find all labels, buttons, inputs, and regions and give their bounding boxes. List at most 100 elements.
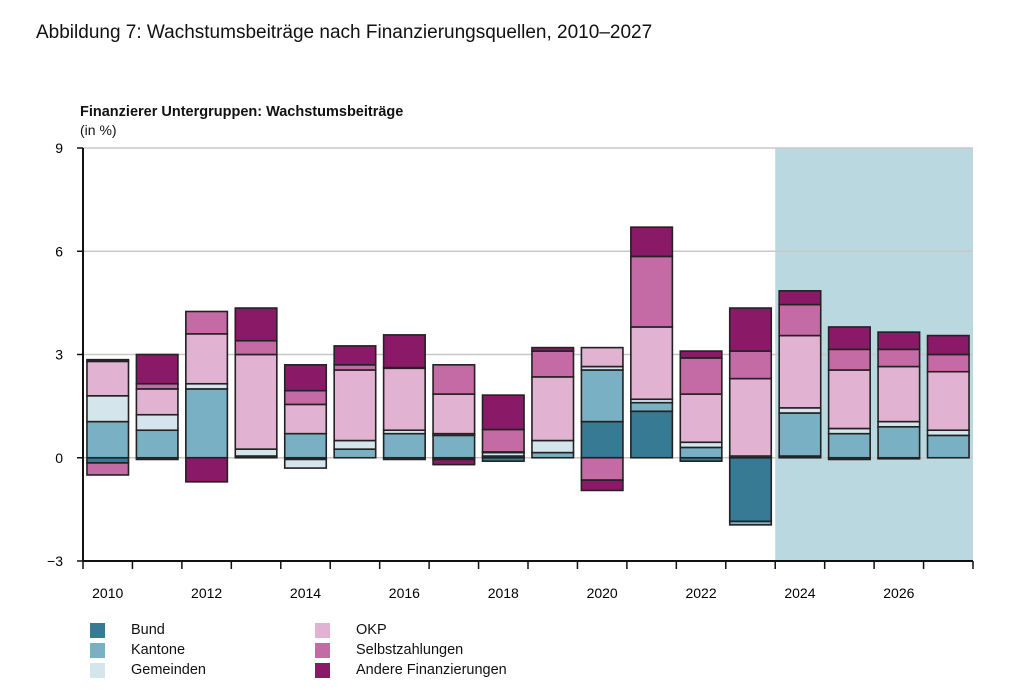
bar-segment-okp-2021 [630, 326, 674, 401]
bar-segment-kantone-2024 [778, 412, 822, 457]
bar-segment-okp-2025 [827, 369, 871, 430]
y-tick-label: 6 [55, 243, 63, 259]
bar-segment-selbstzahlungen-2026 [877, 348, 921, 368]
legend-swatch [90, 623, 105, 638]
legend-label: Bund [131, 622, 165, 638]
bar-segment-kantone-2027 [926, 434, 970, 459]
bar-segment-andere-finanzierungen-2026 [877, 331, 921, 351]
x-tick-label: 2018 [488, 585, 519, 601]
bar-segment-kantone-2015 [333, 448, 377, 459]
bar-segment-selbstzahlungen-2012 [185, 310, 229, 335]
bar-segment-gemeinden-2010 [86, 394, 130, 423]
bar-segment-kantone-2025 [827, 432, 871, 459]
chart-title: Finanzierer Untergruppen: Wachstumsbeitr… [80, 104, 404, 120]
bar-segment-andere-finanzierungen-2025 [827, 326, 871, 351]
bar-segment-kantone-2011 [135, 429, 179, 459]
bar-segment-andere-finanzierungen-2010 [86, 358, 130, 363]
bar-segment-andere-finanzierungen-2016 [382, 334, 426, 369]
bar-segment-selbstzahlungen-2022 [679, 357, 723, 395]
bar-segment-okp-2026 [877, 365, 921, 423]
bar-segment-okp-2022 [679, 393, 723, 444]
bar-segment-andere-finanzierungen-2024 [778, 290, 822, 306]
bar-segment-selbstzahlungen-2013 [234, 339, 278, 356]
y-tick-label: −3 [47, 553, 63, 569]
bar-segment-selbstzahlungen-2017 [432, 364, 476, 395]
bar-segment-kantone-2023 [728, 520, 773, 526]
bar-segment-kantone-2016 [382, 432, 426, 459]
bar-segment-kantone-2010 [86, 420, 130, 459]
bar-segment-andere-finanzierungen-2014 [283, 364, 328, 392]
bar-segment-selbstzahlungen-2021 [630, 255, 674, 328]
bar-segment-kantone-2026 [877, 425, 921, 459]
bar-segment-kantone-2012 [185, 388, 229, 459]
bar-segment-bund-2021 [630, 410, 674, 459]
bar-segment-selbstzahlungen-2010 [86, 462, 130, 476]
bar-segment-andere-finanzierungen-2011 [135, 353, 179, 385]
bar-segment-gemeinden-2015 [333, 439, 377, 450]
legend-swatch [90, 663, 105, 678]
figure-title: Abbildung 7: Wachstumsbeiträge nach Fina… [36, 22, 653, 43]
legend-label: OKP [356, 622, 387, 638]
bar-segment-kantone-2021 [630, 401, 674, 413]
bar-segment-andere-finanzierungen-2018 [481, 394, 525, 431]
legend-swatch [90, 643, 105, 658]
y-tick-label: 0 [55, 450, 63, 466]
bar-segment-kantone-2014 [283, 432, 328, 459]
x-tick-label: 2020 [587, 585, 618, 601]
bar-segment-selbstzahlungen-2024 [778, 303, 822, 337]
bar-segment-andere-finanzierungen-2015 [333, 345, 377, 366]
x-tick-label: 2026 [883, 585, 914, 601]
legend-label: Gemeinden [131, 662, 206, 678]
bar-segment-bund-2020 [580, 420, 624, 459]
bar-segment-gemeinden-2011 [135, 413, 179, 432]
x-tick-label: 2010 [92, 585, 123, 601]
y-tick-label: 9 [55, 140, 63, 156]
bar-segment-okp-2013 [234, 353, 278, 450]
x-tick-label: 2012 [191, 585, 222, 601]
bar-segment-andere-finanzierungen-2027 [926, 334, 970, 356]
bar-segment-andere-finanzierungen-2012 [185, 456, 229, 483]
y-tick-label: 3 [55, 347, 63, 363]
x-tick-label: 2022 [685, 585, 716, 601]
bar-segment-selbstzahlungen-2027 [926, 353, 970, 373]
bar-segment-okp-2010 [86, 360, 130, 397]
bar-segment-andere-finanzierungen-2021 [630, 226, 674, 258]
bar-segment-kantone-2017 [432, 434, 476, 459]
bar-segment-selbstzahlungen-2019 [531, 350, 575, 378]
bar-segment-andere-finanzierungen-2022 [679, 350, 723, 359]
bar-segment-okp-2014 [283, 403, 328, 435]
bar-segment-okp-2019 [531, 376, 575, 442]
bar-segment-okp-2016 [382, 367, 426, 432]
bar-segment-selbstzahlungen-2025 [827, 348, 871, 371]
bar-segment-okp-2012 [185, 333, 229, 385]
legend-label: Kantone [131, 642, 186, 658]
bar-segment-okp-2011 [135, 388, 179, 416]
bar-segment-okp-2023 [728, 377, 773, 457]
bar-segment-okp-2020 [580, 346, 624, 368]
x-tick-label: 2024 [784, 585, 815, 601]
bar-segment-selbstzahlungen-2023 [728, 350, 773, 380]
bar-segment-kantone-2020 [580, 369, 624, 423]
y-axis-label: (in %) [80, 122, 117, 138]
bar-segment-andere-finanzierungen-2013 [234, 307, 278, 342]
legend-swatch [315, 663, 330, 678]
bar-segment-gemeinden-2013 [234, 448, 278, 457]
bar-segment-okp-2015 [333, 369, 377, 442]
bar-segment-bund-2023 [728, 456, 773, 523]
x-tick-label: 2016 [389, 585, 420, 601]
bar-segment-gemeinden-2014 [283, 458, 328, 469]
x-tick-label: 2014 [290, 585, 321, 601]
bar-segment-selbstzahlungen-2014 [283, 389, 328, 406]
bar-segment-okp-2017 [432, 393, 476, 435]
bar-segment-selbstzahlungen-2018 [481, 428, 525, 453]
legend-swatch [315, 643, 330, 658]
bar-segment-andere-finanzierungen-2019 [531, 346, 575, 352]
bar-segment-andere-finanzierungen-2017 [432, 458, 476, 466]
legend-label: Selbstzahlungen [356, 642, 464, 658]
bar-segment-andere-finanzierungen-2023 [728, 307, 773, 352]
bar-segment-okp-2027 [926, 370, 970, 432]
legend-label: Andere Finanzierungen [356, 662, 507, 678]
bar-segment-selbstzahlungen-2020 [580, 456, 624, 481]
legend-swatch [315, 623, 330, 638]
